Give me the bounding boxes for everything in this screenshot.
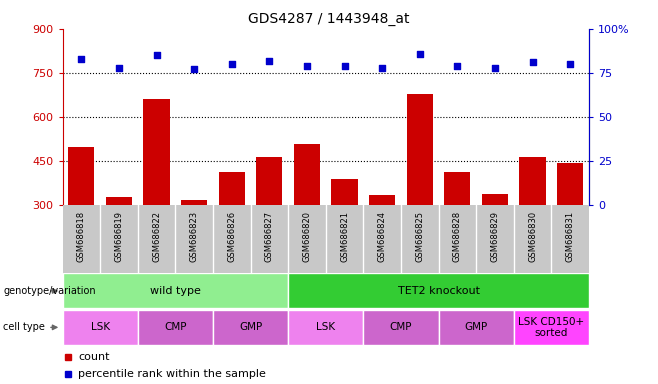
Point [301,63,312,69]
Point [76,56,87,62]
Bar [106,197,132,294]
Bar [218,172,245,294]
Text: CMP: CMP [164,322,187,333]
Text: GSM686825: GSM686825 [415,211,424,262]
Text: wild type: wild type [150,286,201,296]
Text: GSM686829: GSM686829 [490,211,499,262]
Bar [256,157,282,294]
Point [189,66,199,73]
Bar [438,310,514,345]
Bar [63,310,138,345]
Text: GSM686827: GSM686827 [265,211,274,262]
Point [226,61,237,67]
Bar [519,157,545,294]
Bar [181,200,207,294]
Text: percentile rank within the sample: percentile rank within the sample [78,369,266,379]
Text: CMP: CMP [390,322,412,333]
Bar [444,172,470,294]
Text: GSM686818: GSM686818 [77,211,86,262]
Text: LSK: LSK [316,322,336,333]
Text: LSK: LSK [91,322,110,333]
Bar [63,273,288,308]
Bar [407,94,433,294]
Text: GSM686823: GSM686823 [190,211,199,262]
Bar [288,310,363,345]
Text: count: count [78,352,110,362]
Bar [482,194,508,294]
Bar [68,147,95,294]
Text: GDS4287 / 1443948_at: GDS4287 / 1443948_at [248,12,410,25]
Bar [143,99,170,294]
Text: GSM686831: GSM686831 [566,211,574,262]
Point [490,65,500,71]
Bar [332,179,358,294]
Text: LSK CD150+
sorted: LSK CD150+ sorted [519,316,584,338]
Bar [293,144,320,294]
Text: GSM686826: GSM686826 [227,211,236,262]
Bar [514,310,589,345]
Bar [213,310,288,345]
Text: genotype/variation: genotype/variation [3,286,96,296]
Text: GSM686828: GSM686828 [453,211,462,262]
Text: TET2 knockout: TET2 knockout [397,286,480,296]
Text: GMP: GMP [465,322,488,333]
Bar [288,273,589,308]
Point [452,63,463,69]
Bar [369,195,395,294]
Text: cell type: cell type [3,322,45,333]
Point [415,50,425,56]
Bar [363,310,438,345]
Text: GSM686819: GSM686819 [114,211,124,262]
Point [527,59,538,65]
Point [340,63,350,69]
Point [151,52,162,58]
Point [114,65,124,71]
Bar [557,163,583,294]
Point [264,58,274,64]
Text: GMP: GMP [239,322,262,333]
Text: GSM686822: GSM686822 [152,211,161,262]
Text: GSM686820: GSM686820 [303,211,311,262]
Point [565,61,575,67]
Text: GSM686821: GSM686821 [340,211,349,262]
Point [377,65,388,71]
Text: GSM686830: GSM686830 [528,211,537,262]
Text: GSM686824: GSM686824 [378,211,387,262]
Bar [138,310,213,345]
